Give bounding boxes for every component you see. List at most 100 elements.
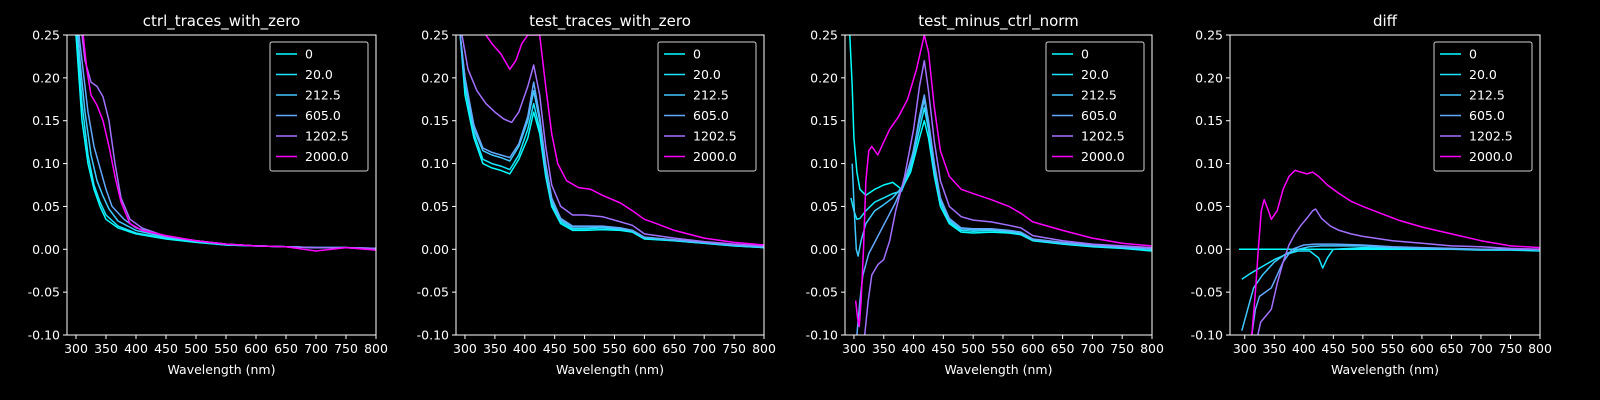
legend-label: 0 bbox=[305, 47, 313, 62]
legend-label: 0 bbox=[693, 47, 701, 62]
x-tick-label: 750 bbox=[1110, 341, 1134, 356]
x-tick-label: 700 bbox=[692, 341, 716, 356]
chart-panel-3: 300 350 400 450 500 550 600 650 700 750 800 -0.10 -0… bbox=[806, 12, 1164, 377]
x-tick-label: 400 bbox=[124, 341, 148, 356]
y-tick-label: 0.10 bbox=[1195, 156, 1223, 171]
plot-frame bbox=[66, 34, 377, 336]
chart-title: ctrl_traces_with_zero bbox=[143, 12, 300, 31]
x-tick-label: 800 bbox=[364, 341, 388, 356]
legend: 0 20.0 212.5 605.0 1202.5 2000.0 bbox=[657, 41, 757, 172]
chart-title: test_traces_with_zero bbox=[529, 12, 691, 31]
plot-frame bbox=[844, 34, 1153, 336]
x-axis-label: Wavelength (nm) bbox=[1331, 362, 1439, 377]
x-tick-label: 500 bbox=[573, 341, 597, 356]
y-tick-label: 0.05 bbox=[421, 199, 449, 214]
legend: 0 20.0 212.5 605.0 1202.5 2000.0 bbox=[1433, 41, 1533, 172]
legend-label: 20.0 bbox=[693, 67, 721, 82]
y-tick-label: 0.15 bbox=[32, 113, 60, 128]
legend-label: 0 bbox=[1081, 47, 1089, 62]
series-group bbox=[75, 35, 376, 252]
legend-label: 1202.5 bbox=[1081, 129, 1125, 144]
y-tick-label: 0.05 bbox=[32, 199, 60, 214]
x-tick-label: 550 bbox=[214, 341, 238, 356]
legend-label: 605.0 bbox=[1469, 108, 1505, 123]
legend: 0 20.0 212.5 605.0 1202.5 2000.0 bbox=[269, 41, 369, 172]
y-tick-label: 0.05 bbox=[1195, 199, 1223, 214]
series-line-1202-5 bbox=[461, 35, 764, 247]
x-tick-label: 600 bbox=[632, 341, 656, 356]
y-tick-label: -0.05 bbox=[806, 285, 838, 300]
legend-label: 20.0 bbox=[1081, 67, 1109, 82]
series-line-2000-0 bbox=[82, 35, 376, 252]
y-tick-label: 0.25 bbox=[32, 28, 60, 43]
legend-label: 212.5 bbox=[305, 88, 341, 103]
series-line-605-0 bbox=[459, 35, 764, 248]
legend-label: 212.5 bbox=[693, 88, 729, 103]
plot-frame bbox=[455, 34, 765, 336]
x-tick-label: 600 bbox=[244, 341, 268, 356]
chart-title: test_minus_ctrl_norm bbox=[918, 12, 1079, 31]
y-tick-label: 0.10 bbox=[32, 156, 60, 171]
y-tick-label: 0.15 bbox=[1195, 113, 1223, 128]
chart-panel-1: 300 350 400 450 500 550 600 650 700 750 800 -0.10 -0… bbox=[28, 12, 388, 377]
y-tick-label: 0.10 bbox=[421, 156, 449, 171]
legend-label: 1202.5 bbox=[305, 129, 349, 144]
legend: 0 20.0 212.5 605.0 1202.5 2000.0 bbox=[1045, 41, 1145, 172]
y-tick-label: -0.10 bbox=[28, 328, 60, 343]
x-axis-label: Wavelength (nm) bbox=[945, 362, 1053, 377]
x-tick-label: 350 bbox=[483, 341, 507, 356]
x-tick-label: 300 bbox=[1233, 341, 1257, 356]
y-tick-label: 0.00 bbox=[810, 242, 838, 257]
legend-label: 605.0 bbox=[305, 108, 341, 123]
x-tick-label: 600 bbox=[1410, 341, 1434, 356]
x-tick-label: 500 bbox=[961, 341, 985, 356]
y-tick-label: 0.25 bbox=[810, 28, 838, 43]
legend-label: 20.0 bbox=[1469, 67, 1497, 82]
legend-label: 20.0 bbox=[305, 67, 333, 82]
legend-label: 605.0 bbox=[1081, 108, 1117, 123]
x-tick-label: 750 bbox=[1499, 341, 1523, 356]
x-tick-label: 700 bbox=[304, 341, 328, 356]
x-tick-label: 400 bbox=[902, 341, 926, 356]
x-tick-label: 300 bbox=[64, 341, 88, 356]
x-tick-label: 650 bbox=[1439, 341, 1463, 356]
legend-label: 212.5 bbox=[1081, 88, 1117, 103]
x-tick-label: 550 bbox=[1380, 341, 1404, 356]
x-tick-label: 500 bbox=[184, 341, 208, 356]
x-tick-label: 300 bbox=[453, 341, 477, 356]
legend-label: 1202.5 bbox=[693, 129, 737, 144]
x-tick-label: 350 bbox=[94, 341, 118, 356]
series-line-2000-0 bbox=[485, 35, 764, 246]
x-tick-label: 800 bbox=[1140, 341, 1164, 356]
x-tick-label: 500 bbox=[1351, 341, 1375, 356]
y-tick-label: 0.00 bbox=[1195, 242, 1223, 257]
y-tick-label: 0.00 bbox=[421, 242, 449, 257]
x-tick-label: 800 bbox=[752, 341, 776, 356]
series-line-2000-0 bbox=[1251, 169, 1540, 335]
x-tick-label: 400 bbox=[513, 341, 537, 356]
x-tick-label: 300 bbox=[842, 341, 866, 356]
x-tick-label: 650 bbox=[662, 341, 686, 356]
y-tick-label: 0.25 bbox=[421, 28, 449, 43]
x-tick-label: 800 bbox=[1528, 341, 1552, 356]
series-group bbox=[849, 35, 1152, 335]
y-tick-label: -0.05 bbox=[417, 285, 449, 300]
x-tick-label: 550 bbox=[603, 341, 627, 356]
plot-frame bbox=[1229, 34, 1541, 336]
series-line-605-0 bbox=[1251, 243, 1540, 335]
x-tick-label: 600 bbox=[1021, 341, 1045, 356]
y-tick-label: 0.20 bbox=[1195, 70, 1223, 85]
x-tick-label: 450 bbox=[931, 341, 955, 356]
chart-title: diff bbox=[1373, 12, 1398, 30]
x-tick-label: 650 bbox=[1051, 341, 1075, 356]
x-tick-label: 650 bbox=[274, 341, 298, 356]
y-tick-label: 0.00 bbox=[32, 242, 60, 257]
y-tick-label: 0.20 bbox=[32, 70, 60, 85]
legend-label: 1202.5 bbox=[1469, 129, 1513, 144]
x-tick-label: 550 bbox=[991, 341, 1015, 356]
y-tick-label: 0.25 bbox=[1195, 28, 1223, 43]
legend-label: 2000.0 bbox=[1081, 149, 1125, 164]
chart-panel-2: 300 350 400 450 500 550 600 650 700 750 800 -0.10 -0… bbox=[417, 12, 776, 377]
